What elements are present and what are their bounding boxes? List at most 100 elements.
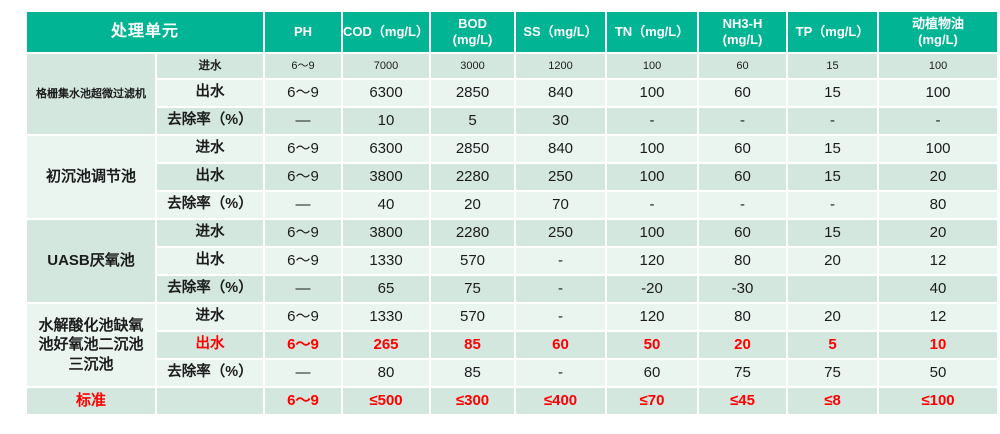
value-cell: 70 <box>514 190 608 220</box>
row-label-cell: 出水 <box>154 330 266 360</box>
unit-cell: 格栅集水池超微过滤机 <box>25 52 157 136</box>
value-cell: ≤100 <box>877 386 1000 416</box>
value-cell: 2850 <box>429 134 517 164</box>
value-cell: 15 <box>786 218 880 248</box>
table-body: 格栅集水池超微过滤机 进水 6～9 7000 3000 1200 100 60 15 100 出水 6… <box>25 52 1000 416</box>
unit-cell: 标准 <box>25 386 157 416</box>
row-label-cell <box>154 386 266 416</box>
column-header: SS（mg/L） <box>514 10 608 54</box>
table-row: 格栅集水池超微过滤机 进水 6～9 7000 3000 1200 100 60 15 100 <box>25 52 1000 136</box>
value-cell: 6～9 <box>263 386 344 416</box>
value-cell: 80 <box>697 246 789 276</box>
value-cell: 15 <box>786 134 880 164</box>
value-cell: 6～9 <box>263 162 344 192</box>
value-cell: — <box>263 358 344 388</box>
column-header: BOD (mg/L) <box>429 10 517 54</box>
value-cell: 840 <box>514 78 608 108</box>
value-cell: 15 <box>786 78 880 108</box>
value-cell: - <box>514 302 608 332</box>
row-label-cell: 进水 <box>154 134 266 164</box>
value-cell: 60 <box>697 162 789 192</box>
value-cell: ≤300 <box>429 386 517 416</box>
value-cell: 15 <box>786 162 880 192</box>
value-cell: — <box>263 274 344 304</box>
column-header: PH <box>263 10 344 54</box>
value-cell: 6～9 <box>263 218 344 248</box>
value-cell: 80 <box>877 190 1000 220</box>
value-cell: 60 <box>697 218 789 248</box>
value-cell: 30 <box>514 106 608 136</box>
value-cell: ≤8 <box>786 386 880 416</box>
value-cell: 250 <box>514 218 608 248</box>
unit-cell: 初沉池调节池 <box>25 134 157 220</box>
row-label-cell: 去除率（%） <box>154 106 266 136</box>
value-cell: ≤500 <box>341 386 432 416</box>
value-cell: 60 <box>605 358 700 388</box>
value-cell: 20 <box>786 246 880 276</box>
value-cell: 75 <box>786 358 880 388</box>
value-cell: 10 <box>341 106 432 136</box>
value-cell: 20 <box>786 302 880 332</box>
value-cell <box>786 274 880 304</box>
value-cell: - <box>605 106 700 136</box>
value-cell: 100 <box>877 78 1000 108</box>
row-label-cell: 出水 <box>154 162 266 192</box>
value-cell: 265 <box>341 330 432 360</box>
table-row: 去除率（%） —65 75- -20 -30 40 <box>26 274 1000 304</box>
value-cell: 12 <box>877 302 1000 332</box>
value-cell: 20 <box>877 218 1000 248</box>
row-label-cell: 出水 <box>154 246 266 276</box>
value-cell: - <box>786 106 880 136</box>
value-cell: 50 <box>877 358 1000 388</box>
value-cell: 100 <box>605 162 700 192</box>
value-cell: 3800 <box>341 162 432 192</box>
value-cell: 60 <box>697 134 789 164</box>
value-cell: 120 <box>605 246 700 276</box>
unit-cell: 水解酸化池缺氧池好氧池二沉池三沉池 <box>25 302 157 388</box>
value-cell: ≤45 <box>697 386 789 416</box>
table-row: 初沉池调节池 进水 6～9 6300 2850 840 100 60 15 100 <box>25 134 1000 220</box>
value-cell: 80 <box>341 358 432 388</box>
value-cell: 60 <box>697 52 789 80</box>
value-cell: 20 <box>697 330 789 360</box>
value-cell: 100 <box>877 52 1000 80</box>
table-row: 出水 6～9 265 85 60 50 20 5 10 <box>26 330 1000 360</box>
value-cell: 5 <box>786 330 880 360</box>
unit-cell: UASB厌氧池 <box>25 218 157 304</box>
value-cell: 80 <box>697 302 789 332</box>
value-cell: 250 <box>514 162 608 192</box>
value-cell: — <box>263 106 344 136</box>
value-cell: 2280 <box>429 218 517 248</box>
table-header: 处理单元 PH COD（mg/L） BOD (mg/L) SS（mg/L） TN（mg/L… <box>24 10 1000 54</box>
value-cell: - <box>786 190 880 220</box>
standard-row: 标准 6～9 ≤500 ≤300 ≤400 ≤70 ≤45 ≤8 ≤100 <box>25 386 1000 416</box>
value-cell: 40 <box>341 190 432 220</box>
value-cell: 65 <box>341 274 432 304</box>
value-cell: - <box>605 190 700 220</box>
value-cell: - <box>514 246 608 276</box>
value-cell: - <box>514 274 608 304</box>
value-cell: 85 <box>429 358 517 388</box>
table-row: 出水 6～9 1330 570-120 80 20 12 <box>26 246 1000 276</box>
row-label-cell: 去除率（%） <box>154 358 266 388</box>
column-header-unit: 处理单元 <box>24 10 266 54</box>
table-row: 出水 6～9 3800 2280 250 100 60 15 20 <box>26 162 1000 192</box>
value-cell: 6～9 <box>263 134 344 164</box>
value-cell: 570 <box>429 246 517 276</box>
value-cell: 60 <box>514 330 608 360</box>
value-cell: 20 <box>877 162 1000 192</box>
value-cell: 100 <box>605 134 700 164</box>
table-row: 去除率（%） —80 85-60 75 75 50 <box>26 358 1000 388</box>
column-header: COD（mg/L） <box>341 10 432 54</box>
value-cell: — <box>263 190 344 220</box>
value-cell: 100 <box>605 78 700 108</box>
table-row: 出水 6～9 6300 2850 840 100 60 15 100 <box>26 78 1000 108</box>
table-row: 去除率（%） —10 5 30- - - - <box>26 106 1000 136</box>
value-cell: 2850 <box>429 78 517 108</box>
value-cell: 3000 <box>429 52 517 80</box>
table-row: 去除率（%） —40 20 70- - -80 <box>26 190 1000 220</box>
value-cell: - <box>697 190 789 220</box>
value-cell: 6～9 <box>263 78 344 108</box>
value-cell: 1330 <box>341 302 432 332</box>
